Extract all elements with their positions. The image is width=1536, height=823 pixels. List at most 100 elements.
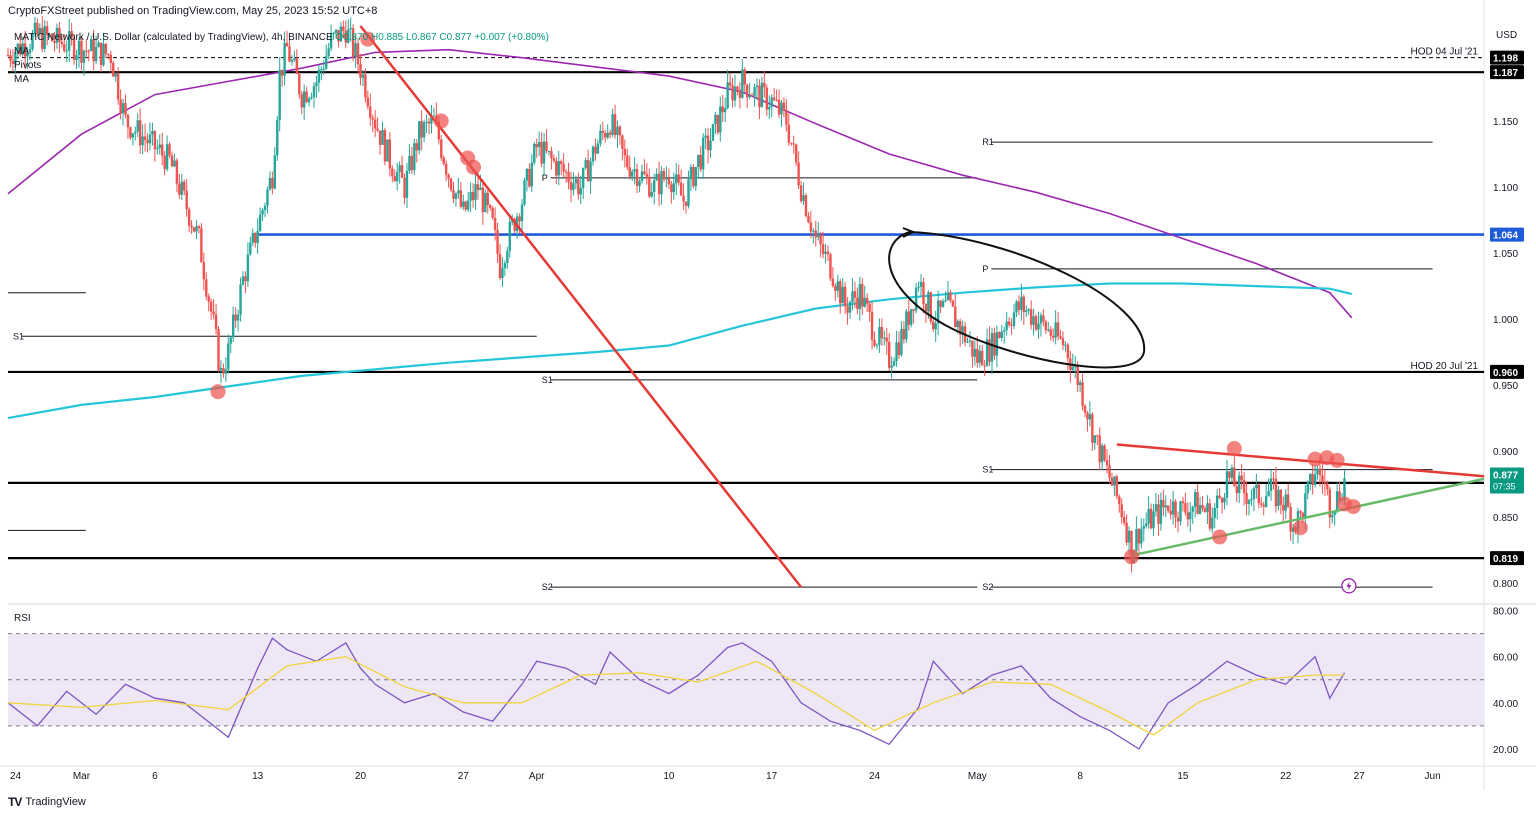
candle-body — [575, 179, 577, 183]
candle-body — [1304, 493, 1306, 518]
candle-body — [1045, 322, 1047, 331]
candle-body — [168, 144, 170, 155]
candle-body — [690, 167, 692, 179]
legend-pivots[interactable]: Pivots — [14, 60, 41, 71]
candle-body — [724, 108, 726, 112]
candle-body — [567, 172, 569, 182]
bar-countdown-label: 07:35 — [1493, 482, 1516, 492]
candle-body — [1143, 526, 1145, 529]
candle-body — [1248, 500, 1250, 504]
candle-body — [482, 188, 484, 212]
candle-body — [225, 369, 227, 373]
candle-body — [173, 161, 175, 167]
candle-body — [788, 125, 790, 143]
candle-body — [1042, 315, 1044, 321]
legend-ma-2[interactable]: MA — [14, 74, 29, 85]
candle-body — [1047, 329, 1049, 330]
candle-body — [1182, 501, 1184, 503]
candle-body — [822, 244, 824, 254]
candle-body — [648, 177, 650, 197]
candle-body — [220, 368, 222, 370]
price-tick-label: 0.900 — [1493, 447, 1518, 458]
candle-body — [565, 172, 567, 173]
candle-body — [758, 86, 760, 108]
candle-body — [386, 140, 388, 162]
candle-body — [1062, 338, 1064, 345]
candle-body — [242, 276, 244, 284]
pivot-label: S1 — [542, 375, 553, 385]
footer-brand[interactable]: TV TradingView — [8, 795, 86, 809]
candle-body — [1165, 505, 1167, 507]
candle-body — [200, 228, 202, 262]
candle-body — [1125, 523, 1127, 543]
candle-body — [163, 156, 165, 170]
level-price-label: 1.187 — [1493, 68, 1518, 79]
candle-body — [636, 169, 638, 186]
candle-body — [1113, 476, 1115, 485]
candle-body — [1111, 478, 1113, 486]
candle-body — [146, 140, 148, 143]
candle-body — [176, 161, 178, 184]
pivot-label: S1 — [13, 331, 24, 341]
candle-body — [249, 243, 251, 255]
rsi-tick-label: 20.00 — [1493, 745, 1518, 756]
candle-body — [1240, 476, 1242, 480]
candle-body — [797, 162, 799, 185]
candle-body — [998, 332, 1000, 338]
candle-body — [271, 178, 273, 188]
candle-body — [1206, 503, 1208, 512]
candle-body — [663, 171, 665, 179]
pivot-label: S1 — [982, 465, 993, 475]
candle-body — [614, 114, 616, 135]
candle-body — [195, 226, 197, 231]
candle-body — [1243, 480, 1245, 493]
candle-body — [119, 99, 121, 113]
candle-body — [677, 174, 679, 182]
candle-body — [95, 47, 97, 61]
time-tick-label: 15 — [1177, 771, 1189, 782]
candle-body — [687, 179, 689, 206]
candle-body — [1287, 494, 1289, 507]
level-price-label: 0.960 — [1493, 368, 1518, 379]
candle-body — [1307, 482, 1309, 493]
candle-body — [496, 230, 498, 254]
candle-body — [729, 82, 731, 85]
candle-body — [521, 204, 523, 221]
candle-body — [166, 144, 168, 169]
candle-body — [1282, 505, 1284, 511]
candle-body — [276, 120, 278, 155]
candle-body — [259, 215, 261, 232]
legend-ma-1[interactable]: MA — [14, 46, 29, 57]
candle-body — [137, 120, 139, 131]
time-tick-label: 24 — [10, 771, 22, 782]
candle-body — [318, 70, 320, 83]
candle-body — [149, 135, 151, 144]
pivot-label: P — [542, 173, 548, 183]
candle-body — [342, 26, 344, 30]
candle-body — [572, 183, 574, 190]
candle-body — [1032, 316, 1034, 325]
candle-body — [518, 216, 520, 221]
candle-body — [873, 340, 875, 346]
candle-body — [655, 174, 657, 180]
candle-body — [993, 333, 995, 356]
candle-body — [866, 298, 868, 304]
candle-body — [183, 182, 185, 191]
candle-body — [190, 226, 192, 228]
candle-body — [952, 301, 954, 307]
candle-body — [288, 46, 290, 61]
time-tick-label: Jun — [1425, 771, 1441, 782]
candle-body — [744, 70, 746, 85]
time-tick-label: May — [968, 771, 987, 782]
candle-body — [1030, 309, 1032, 325]
candle-body — [1138, 529, 1140, 544]
chart-canvas: RSI HOD 04 Jul '21HOD 20 Jul '21 S1PS1S2… — [0, 0, 1536, 818]
candle-body — [888, 342, 890, 368]
pivots-layer: S1PS1S2R1PS1S2 — [8, 137, 1433, 592]
price-tick-label: 0.850 — [1493, 513, 1518, 524]
candle-body — [1108, 465, 1110, 477]
candle-body — [296, 58, 298, 73]
candle-body — [298, 74, 300, 94]
candle-body — [1096, 435, 1098, 436]
candle-body — [817, 235, 819, 238]
